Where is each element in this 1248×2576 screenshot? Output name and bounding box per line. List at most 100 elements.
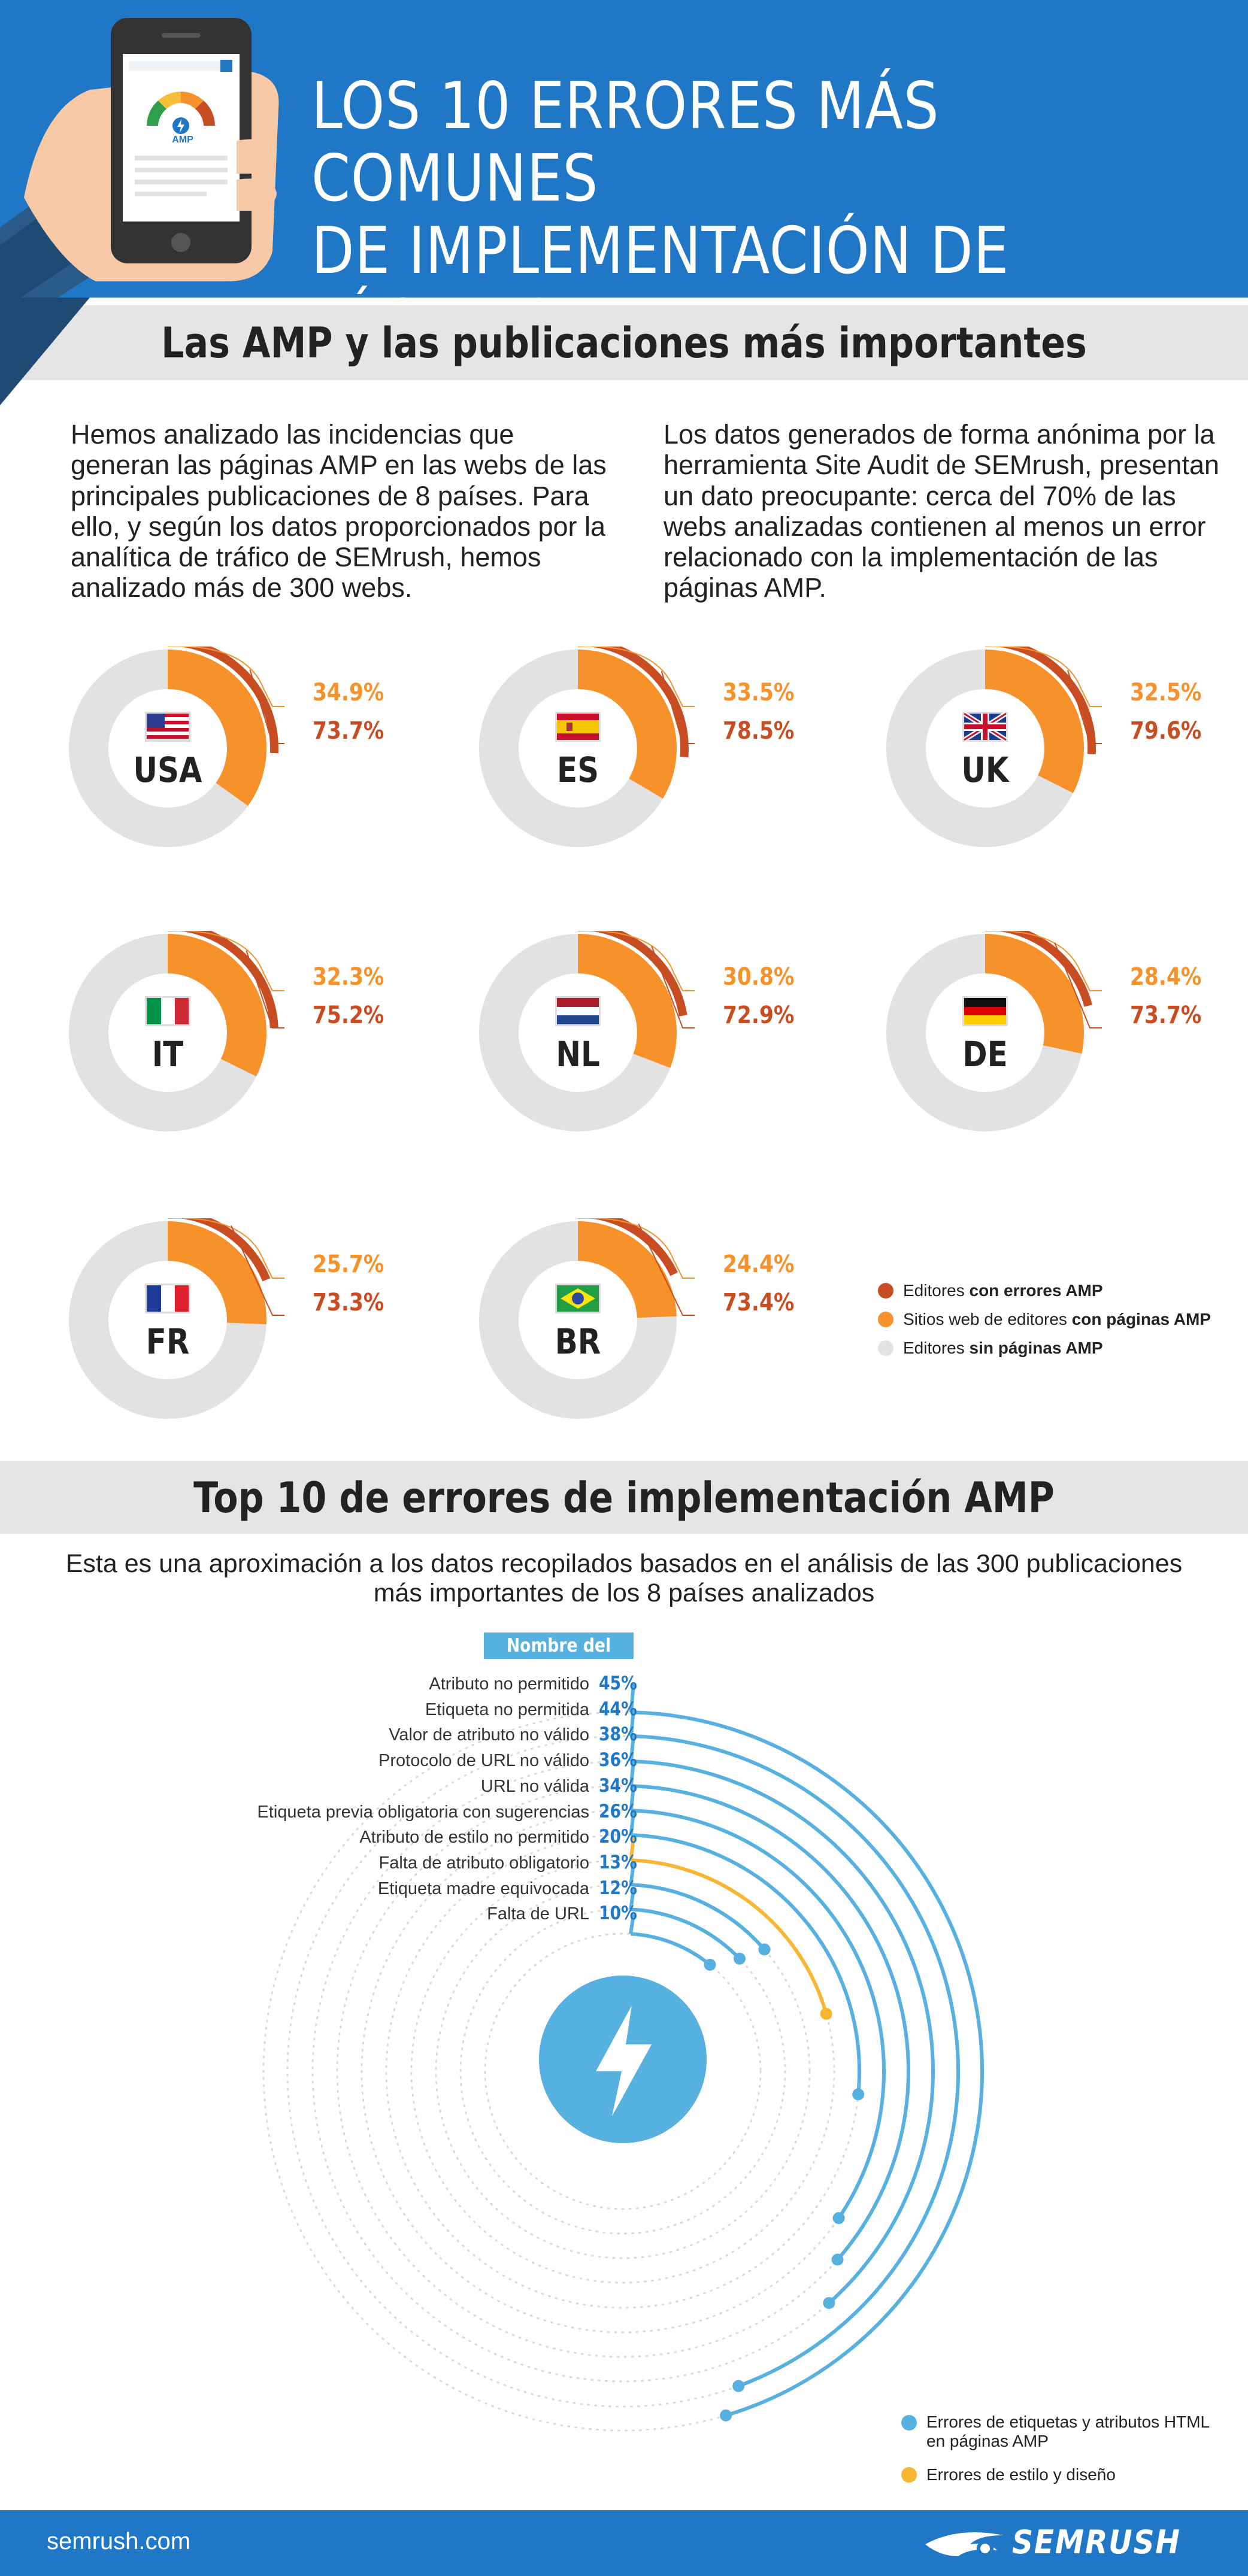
donut-amp-arc (167, 934, 266, 1077)
donut-amp-arc (985, 934, 1084, 1054)
error-percentage: 20% (599, 1826, 637, 1848)
error-arc-end-dot (852, 2088, 865, 2101)
leader-line-amp (577, 1217, 695, 1279)
legend-item-style-errors: Errores de estilo y diseño (901, 2465, 1225, 2484)
header-banner: AMP LOS 10 ERRORES MÁS COMUNES DE IMPLEM… (0, 0, 1248, 298)
error-arc (631, 1734, 960, 2388)
error-percentage: 73.4% (723, 1289, 795, 1316)
error-arc (631, 1809, 886, 2219)
error-arc (631, 1907, 741, 1960)
error-leader (629, 1760, 635, 1786)
error-leader (629, 1683, 635, 1713)
error-arc (631, 1858, 828, 2014)
error-leader (629, 1837, 635, 1861)
error-percentage: 73.7% (313, 717, 384, 745)
error-name: Atributo de estilo no permitido (359, 1828, 589, 1847)
donut-chart (69, 1209, 284, 1419)
flag-icon (962, 711, 1008, 742)
error-leader (629, 1888, 635, 1910)
legend-dot (901, 2415, 917, 2431)
donut-chart (69, 638, 284, 847)
leader-line-amp (167, 645, 284, 707)
dotted-ring (410, 1859, 835, 2284)
error-name: URL no válida (480, 1776, 589, 1796)
page-title: LOS 10 ERRORES MÁS COMUNES DE IMPLEMENTA… (311, 70, 1104, 298)
error-name: Etiqueta madre equivocada (377, 1879, 589, 1898)
legend-dot (878, 1312, 893, 1327)
amp-percentage: 28.4% (1130, 963, 1202, 991)
donut-legend: Editores con errores AMP Sitios web de e… (878, 1281, 1211, 1358)
error-percentage: 72.9% (723, 1002, 795, 1029)
error-percentage: 13% (599, 1851, 637, 1873)
title-line-2: DE IMPLEMENTACIÓN DE PÁGINAS AMP (311, 213, 1010, 298)
error-arc (631, 1833, 861, 2095)
error-arc-end-dot (704, 1958, 716, 1971)
error-percentage: 75.2% (313, 1002, 384, 1029)
error-arc-end-dot (820, 2007, 832, 2020)
donut-amp-arc (577, 650, 677, 799)
dotted-ring (435, 1883, 811, 2259)
error-name: Atributo no permitido (429, 1674, 589, 1694)
leader-line-errors (661, 670, 695, 744)
leader-line-amp (167, 930, 284, 991)
error-arc-end-dot (733, 1952, 746, 1965)
leader-line-errors (249, 669, 284, 744)
intro-left: Hemos analizado las incidencias que gene… (71, 419, 607, 603)
error-arc-end-dot (720, 2409, 732, 2422)
leader-line-amp (577, 645, 695, 707)
amp-percentage: 24.4% (723, 1251, 795, 1278)
error-name: Etiqueta previa obligatoria con sugerenc… (257, 1802, 589, 1822)
footer-domain-link[interactable]: semrush.com (47, 2528, 191, 2554)
donut-chart (886, 922, 1102, 1131)
error-name: Falta de URL (487, 1904, 589, 1924)
error-name: Protocolo de URL no válido (378, 1751, 589, 1771)
flag-icon (962, 996, 1008, 1026)
flag-icon (555, 712, 601, 742)
radial-legend: Errores de etiquetas y atributos HTML en… (901, 2413, 1225, 2484)
legend-dot (901, 2467, 917, 2483)
donut-fr: FR (66, 1209, 377, 1434)
donut-chart (479, 638, 695, 847)
amp-percentage: 34.9% (313, 679, 384, 706)
lightning-icon (596, 2005, 652, 2116)
leader-line-amp (985, 645, 1102, 707)
error-column-header: Nombre del error (484, 1633, 634, 1683)
country-label: ES (556, 750, 599, 790)
donut-usa: USA (66, 638, 377, 862)
legend-item-amp: Sitios web de editores con páginas AMP (878, 1310, 1211, 1329)
error-percentage: 10% (599, 1903, 637, 1925)
error-percentage: 73.7% (1130, 1002, 1202, 1029)
donut-amp-arc (577, 1221, 677, 1319)
country-label: NL (556, 1034, 600, 1075)
intro-right: Los datos generados de forma anónima por… (664, 419, 1220, 603)
error-arc-end-dot (732, 2380, 745, 2392)
error-percentage: 44% (599, 1698, 637, 1720)
footer: semrush.com SEMRUSH (0, 2510, 1248, 2576)
legend-item-html-errors: Errores de etiquetas y atributos HTML en… (901, 2413, 1225, 2451)
amp-percentage: 30.8% (723, 963, 795, 991)
phone-hand-illustration (0, 18, 279, 298)
country-label: BR (555, 1321, 601, 1362)
flag-icon (145, 996, 190, 1026)
phone-amp-label: AMP (172, 135, 193, 145)
error-percentage: 73.3% (313, 1289, 384, 1316)
country-label: UK (961, 750, 1009, 790)
error-arc-end-dot (831, 2253, 844, 2266)
error-percentage: 26% (599, 1800, 637, 1822)
error-name: Valor de atributo no válido (389, 1725, 589, 1745)
leader-line-errors (246, 950, 284, 1028)
flag-icon (145, 712, 190, 742)
error-percentage: 12% (599, 1877, 637, 1899)
section-1-band: Las AMP y las publicaciones más importan… (0, 305, 1248, 380)
error-arc (631, 1883, 766, 1951)
error-leader (629, 1862, 635, 1885)
band-corner-shadow (0, 298, 90, 405)
dotted-ring (459, 1908, 786, 2235)
amp-percentage: 33.5% (723, 679, 795, 706)
leader-line-amp (577, 930, 695, 991)
donut-amp-arc (167, 650, 266, 806)
error-leader (629, 1735, 635, 1762)
error-leader (629, 1709, 635, 1737)
amp-percentage: 25.7% (313, 1251, 384, 1278)
error-percentage: 34% (599, 1774, 637, 1797)
